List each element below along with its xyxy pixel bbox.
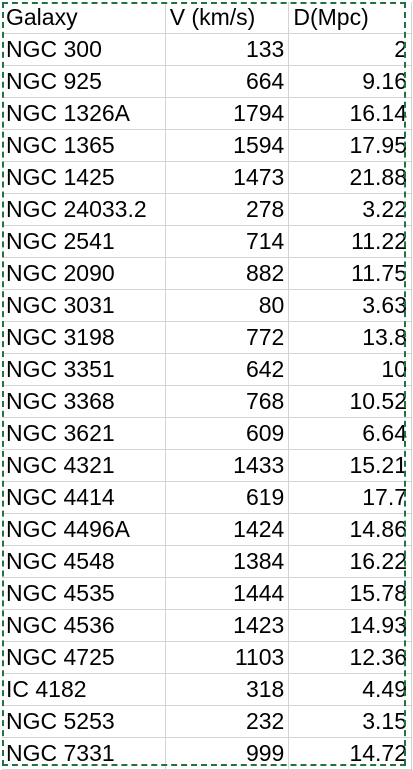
cell-galaxy[interactable]: NGC 24033.2 bbox=[2, 193, 166, 226]
cell-distance[interactable]: 11.22 bbox=[288, 225, 412, 258]
header-row: Galaxy V (km/s) D(Mpc) bbox=[2, 2, 412, 34]
table-row: NGC 24033.2 278 3.22 bbox=[2, 193, 412, 226]
cell-velocity[interactable]: 1444 bbox=[165, 577, 290, 610]
cell-velocity[interactable]: 1103 bbox=[165, 641, 290, 674]
cell-galaxy[interactable]: NGC 2090 bbox=[2, 257, 166, 290]
cell-galaxy[interactable]: NGC 4725 bbox=[2, 641, 166, 674]
cell-distance[interactable]: 3.22 bbox=[288, 193, 412, 226]
cell-galaxy[interactable]: NGC 3621 bbox=[2, 417, 166, 450]
table-row: NGC 4536 1423 14.93 bbox=[2, 609, 412, 642]
cell-galaxy[interactable]: NGC 4496A bbox=[2, 513, 166, 546]
cell-galaxy[interactable]: NGC 3031 bbox=[2, 289, 166, 322]
header-cell-velocity[interactable]: V (km/s) bbox=[165, 2, 290, 34]
cell-velocity[interactable]: 999 bbox=[165, 737, 290, 770]
cell-velocity[interactable]: 1594 bbox=[165, 129, 290, 162]
cell-distance[interactable]: 15.78 bbox=[288, 577, 412, 610]
cell-galaxy[interactable]: NGC 4535 bbox=[2, 577, 166, 610]
cell-velocity[interactable]: 133 bbox=[165, 33, 290, 66]
table-row: NGC 4414 619 17.7 bbox=[2, 481, 412, 514]
cell-galaxy[interactable]: NGC 1425 bbox=[2, 161, 166, 194]
cell-galaxy[interactable]: NGC 4321 bbox=[2, 449, 166, 482]
cell-velocity[interactable]: 80 bbox=[165, 289, 290, 322]
cell-velocity[interactable]: 1384 bbox=[165, 545, 290, 578]
cell-distance[interactable]: 2 bbox=[288, 33, 412, 66]
table-row: NGC 3351 642 10 bbox=[2, 353, 412, 386]
table-row: NGC 4548 1384 16.22 bbox=[2, 545, 412, 578]
cell-distance[interactable]: 15.21 bbox=[288, 449, 412, 482]
cell-galaxy[interactable]: NGC 3351 bbox=[2, 353, 166, 386]
cell-galaxy[interactable]: NGC 4548 bbox=[2, 545, 166, 578]
cell-velocity[interactable]: 318 bbox=[165, 673, 290, 706]
cell-distance[interactable]: 17.7 bbox=[288, 481, 412, 514]
cell-velocity[interactable]: 1473 bbox=[165, 161, 290, 194]
cell-distance[interactable]: 17.95 bbox=[288, 129, 412, 162]
cell-galaxy[interactable]: NGC 1326A bbox=[2, 97, 166, 130]
table-row: NGC 300 133 2 bbox=[2, 33, 412, 66]
cell-galaxy[interactable]: NGC 2541 bbox=[2, 225, 166, 258]
cell-distance[interactable]: 16.22 bbox=[288, 545, 412, 578]
cell-distance[interactable]: 9.16 bbox=[288, 65, 412, 98]
cell-velocity[interactable]: 714 bbox=[165, 225, 290, 258]
cell-velocity[interactable]: 1424 bbox=[165, 513, 290, 546]
cell-galaxy[interactable]: NGC 3198 bbox=[2, 321, 166, 354]
cell-distance[interactable]: 14.72 bbox=[288, 737, 412, 770]
table-row: NGC 3621 609 6.64 bbox=[2, 417, 412, 450]
cell-distance[interactable]: 14.86 bbox=[288, 513, 412, 546]
table-row: NGC 1326A 1794 16.14 bbox=[2, 97, 412, 130]
cell-distance[interactable]: 12.36 bbox=[288, 641, 412, 674]
table-row: NGC 4535 1444 15.78 bbox=[2, 577, 412, 610]
cell-distance[interactable]: 3.63 bbox=[288, 289, 412, 322]
header-cell-distance[interactable]: D(Mpc) bbox=[288, 2, 412, 34]
cell-galaxy[interactable]: NGC 925 bbox=[2, 65, 166, 98]
cell-galaxy[interactable]: NGC 1365 bbox=[2, 129, 166, 162]
cell-galaxy[interactable]: IC 4182 bbox=[2, 673, 166, 706]
table-row: IC 4182 318 4.49 bbox=[2, 673, 412, 706]
table-row: NGC 2090 882 11.75 bbox=[2, 257, 412, 290]
cell-galaxy[interactable]: NGC 300 bbox=[2, 33, 166, 66]
cell-distance[interactable]: 10 bbox=[288, 353, 412, 386]
cell-velocity[interactable]: 882 bbox=[165, 257, 290, 290]
cell-velocity[interactable]: 278 bbox=[165, 193, 290, 226]
cell-galaxy[interactable]: NGC 4414 bbox=[2, 481, 166, 514]
table-row: NGC 3198 772 13.8 bbox=[2, 321, 412, 354]
cell-velocity[interactable]: 609 bbox=[165, 417, 290, 450]
table-row: NGC 4321 1433 15.21 bbox=[2, 449, 412, 482]
cell-distance[interactable]: 13.8 bbox=[288, 321, 412, 354]
cell-velocity[interactable]: 1423 bbox=[165, 609, 290, 642]
cell-velocity[interactable]: 664 bbox=[165, 65, 290, 98]
table-row: NGC 7331 999 14.72 bbox=[2, 737, 412, 770]
cell-distance[interactable]: 10.52 bbox=[288, 385, 412, 418]
table-row: NGC 3368 768 10.52 bbox=[2, 385, 412, 418]
table-row: NGC 4725 1103 12.36 bbox=[2, 641, 412, 674]
table-row: NGC 4496A 1424 14.86 bbox=[2, 513, 412, 546]
cell-galaxy[interactable]: NGC 5253 bbox=[2, 705, 166, 738]
cell-galaxy[interactable]: NGC 3368 bbox=[2, 385, 166, 418]
cell-velocity[interactable]: 619 bbox=[165, 481, 290, 514]
cell-velocity[interactable]: 642 bbox=[165, 353, 290, 386]
table-row: NGC 3031 80 3.63 bbox=[2, 289, 412, 322]
cell-distance[interactable]: 4.49 bbox=[288, 673, 412, 706]
cell-velocity[interactable]: 1433 bbox=[165, 449, 290, 482]
cell-velocity[interactable]: 772 bbox=[165, 321, 290, 354]
cell-distance[interactable]: 16.14 bbox=[288, 97, 412, 130]
cell-velocity[interactable]: 232 bbox=[165, 705, 290, 738]
cell-distance[interactable]: 11.75 bbox=[288, 257, 412, 290]
header-cell-galaxy[interactable]: Galaxy bbox=[2, 2, 166, 34]
cell-distance[interactable]: 6.64 bbox=[288, 417, 412, 450]
cell-galaxy[interactable]: NGC 4536 bbox=[2, 609, 166, 642]
cell-distance[interactable]: 3.15 bbox=[288, 705, 412, 738]
cell-distance[interactable]: 14.93 bbox=[288, 609, 412, 642]
cell-velocity[interactable]: 1794 bbox=[165, 97, 290, 130]
cell-distance[interactable]: 21.88 bbox=[288, 161, 412, 194]
table-row: NGC 5253 232 3.15 bbox=[2, 705, 412, 738]
table-row: NGC 1425 1473 21.88 bbox=[2, 161, 412, 194]
table-row: NGC 925 664 9.16 bbox=[2, 65, 412, 98]
table-row: NGC 1365 1594 17.95 bbox=[2, 129, 412, 162]
cell-velocity[interactable]: 768 bbox=[165, 385, 290, 418]
cell-galaxy[interactable]: NGC 7331 bbox=[2, 737, 166, 770]
table-row: NGC 2541 714 11.22 bbox=[2, 225, 412, 258]
